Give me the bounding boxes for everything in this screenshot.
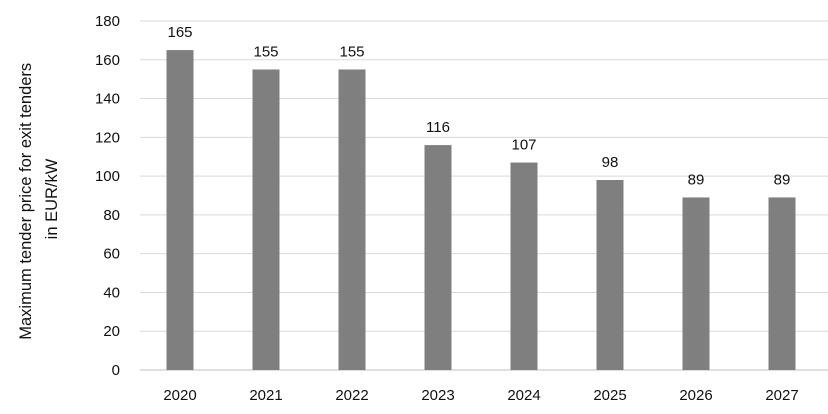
bar-2022 <box>338 69 366 370</box>
y-tick-label: 160 <box>95 52 120 69</box>
y-tick-label: 180 <box>95 13 120 30</box>
x-tick-label: 2025 <box>593 387 626 404</box>
bar-2027 <box>768 197 796 370</box>
y-tick-label: 20 <box>103 323 120 340</box>
data-label: 89 <box>688 171 705 188</box>
x-tick-label: 2021 <box>249 387 282 404</box>
data-label: 116 <box>426 119 450 136</box>
data-labels: 165 155 155 116 107 98 89 89 <box>167 24 790 188</box>
bar-2026 <box>682 197 710 370</box>
x-tick-label: 2027 <box>765 387 798 404</box>
bars <box>166 50 796 370</box>
data-label: 155 <box>253 43 278 60</box>
y-axis-title: Maximum tender price for exit tenders in… <box>17 58 61 340</box>
x-tick-label: 2022 <box>335 387 368 404</box>
x-tick-label: 2023 <box>421 387 454 404</box>
bar-2023 <box>424 145 452 370</box>
bar-2020 <box>166 50 194 370</box>
y-axis-title-line-2: in EUR/kW <box>43 158 61 239</box>
x-tick-label: 2026 <box>679 387 712 404</box>
y-axis-ticks: 0 20 40 60 80 100 120 140 160 180 <box>95 13 120 379</box>
y-tick-label: 0 <box>112 362 120 379</box>
bar-2024 <box>510 162 538 370</box>
data-label: 98 <box>602 154 619 171</box>
y-tick-label: 140 <box>95 91 120 108</box>
x-axis-ticks: 2020 2021 2022 2023 2024 2025 2026 2027 <box>163 387 798 404</box>
y-tick-label: 100 <box>95 168 120 185</box>
y-tick-label: 60 <box>103 246 120 263</box>
y-tick-label: 80 <box>103 207 120 224</box>
data-label: 107 <box>511 137 536 154</box>
y-axis-title-line-1: Maximum tender price for exit tenders <box>17 63 35 340</box>
x-tick-label: 2024 <box>507 387 540 404</box>
data-label: 89 <box>774 171 791 188</box>
y-tick-label: 120 <box>95 129 120 146</box>
gridlines <box>140 20 828 371</box>
bar-2021 <box>252 69 280 370</box>
bar-2025 <box>596 179 624 370</box>
y-tick-label: 40 <box>103 284 120 301</box>
data-label: 165 <box>167 24 192 41</box>
x-tick-label: 2020 <box>163 387 196 404</box>
data-label: 155 <box>339 43 364 60</box>
